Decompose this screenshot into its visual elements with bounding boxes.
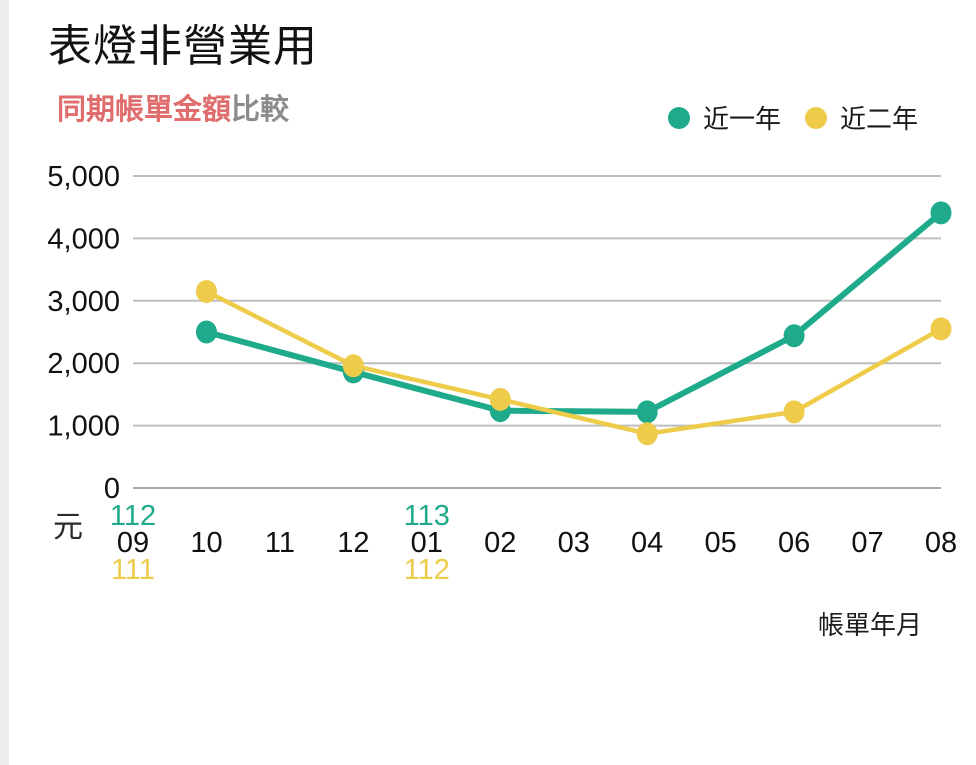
chart-legend: 近一年 近二年: [667, 99, 918, 136]
x-tick-label: 11: [265, 527, 295, 559]
data-point-previous-year: [930, 317, 952, 341]
data-point-recent-year: [636, 400, 658, 424]
x-tick-label: 08: [925, 527, 957, 559]
x-tick-label: 12: [337, 527, 369, 559]
data-point-previous-year: [783, 400, 805, 424]
subtitle-rest: 比較: [231, 94, 290, 126]
y-tick-label: 1,000: [47, 411, 120, 443]
year-label-recent: 112: [110, 500, 156, 532]
x-tick-label: 01: [411, 527, 443, 559]
y-axis-unit-label: 元: [53, 511, 83, 544]
data-point-previous-year: [489, 387, 511, 411]
x-tick-label: 04: [631, 527, 663, 559]
page-title: 表燈非營業用: [48, 22, 318, 71]
data-point-recent-year: [195, 320, 217, 344]
data-point-previous-year: [342, 354, 364, 378]
x-tick-label: 10: [190, 527, 222, 559]
y-tick-label: 0: [104, 473, 120, 505]
y-tick-label: 2,000: [47, 348, 120, 380]
legend-label-previous-year: 近二年: [839, 104, 918, 134]
x-tick-label: 07: [851, 527, 883, 559]
x-tick-label: 06: [778, 527, 810, 559]
recent-year-series-dot-icon: [667, 106, 690, 129]
left-edge-strip: [0, 0, 9, 765]
subtitle-highlight: 同期帳單金額: [57, 94, 232, 126]
legend-item-recent-year[interactable]: 近一年: [667, 99, 781, 136]
series-line-previous-year: [204, 289, 944, 436]
x-axis-title: 帳單年月: [818, 610, 922, 640]
x-tick-label: 09: [117, 527, 149, 559]
x-tick-label: 02: [484, 527, 516, 559]
data-point-previous-year: [636, 422, 658, 446]
x-tick-label: 03: [558, 527, 590, 559]
data-point-recent-year: [783, 324, 805, 348]
y-tick-label: 3,000: [47, 286, 120, 318]
series-line-recent-year: [203, 209, 944, 415]
data-point-previous-year: [195, 279, 217, 303]
year-label-previous: 112: [404, 554, 450, 586]
x-tick-label: 05: [705, 527, 737, 559]
year-label-recent: 113: [404, 500, 450, 532]
data-point-recent-year: [930, 201, 952, 225]
page-subtitle: 同期帳單金額比較: [57, 86, 289, 128]
legend-item-previous-year[interactable]: 近二年: [804, 99, 918, 136]
previous-year-series-dot-icon: [804, 106, 827, 129]
legend-label-recent-year: 近一年: [702, 104, 781, 134]
year-label-previous: 111: [111, 554, 155, 586]
y-tick-label: 5,000: [47, 161, 120, 193]
y-tick-label: 4,000: [47, 223, 120, 255]
